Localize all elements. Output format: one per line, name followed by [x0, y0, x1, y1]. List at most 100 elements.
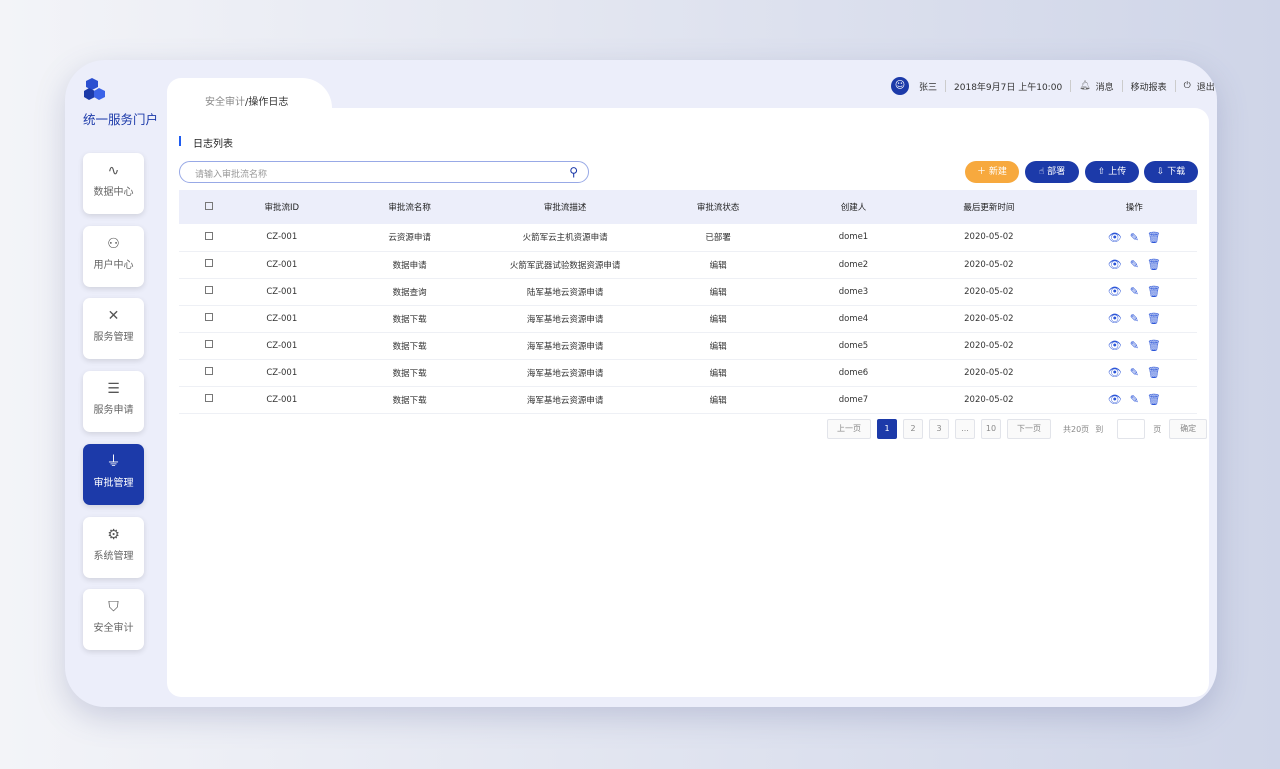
avatar-icon[interactable]: ☺: [891, 77, 909, 95]
sidebar-item-label: 审批管理: [93, 477, 134, 489]
table-cell: 编辑: [635, 278, 801, 306]
view-icon[interactable]: 👁︎: [1107, 339, 1122, 352]
sidebar-item-3[interactable]: ☰ 服务申请: [83, 371, 144, 433]
confirm-button[interactable]: 确定: [1169, 419, 1208, 439]
actions-cell: 👁︎ ✎ 🗑︎: [1071, 278, 1197, 306]
messages-link[interactable]: 消息: [1095, 82, 1114, 93]
sidebar-item-5[interactable]: ⚙ 系统管理: [83, 516, 144, 578]
prev-page-button[interactable]: 上一页: [827, 419, 871, 439]
actions-cell: 👁︎ ✎ 🗑︎: [1071, 251, 1197, 279]
bell-icon[interactable]: 🔔︎: [1079, 81, 1091, 91]
table-cell: 数据查询: [324, 278, 495, 306]
table-cell: 数据下载: [324, 386, 495, 414]
edit-icon[interactable]: ✎: [1129, 230, 1139, 244]
column-header: 审批流描述: [494, 190, 636, 224]
edit-icon[interactable]: ✎: [1129, 366, 1139, 379]
delete-icon[interactable]: 🗑︎: [1146, 230, 1161, 244]
row-checkbox-cell: [179, 224, 240, 252]
delete-icon[interactable]: 🗑︎: [1146, 312, 1161, 325]
delete-icon[interactable]: 🗑︎: [1146, 339, 1161, 352]
table-cell: dome6: [800, 359, 907, 387]
table-cell: 2020-05-02: [906, 305, 1072, 333]
pagination: 上一页 1 2 3... 10 下一页 共20页到 页确定: [827, 419, 1213, 439]
page-button[interactable]: 10: [981, 419, 1001, 439]
stamp-icon: ⏚: [106, 453, 121, 470]
row-checkbox[interactable]: [205, 286, 214, 294]
edit-icon[interactable]: ✎: [1129, 312, 1139, 325]
table-row: CZ-001 数据下载 海军基地云资源申请 编辑 dome4 2020-05-02 👁︎ ✎ 🗑…: [179, 305, 1197, 333]
row-checkbox-cell: [179, 278, 240, 306]
view-icon[interactable]: 👁︎: [1107, 285, 1122, 298]
table-cell: 2020-05-02: [906, 359, 1072, 387]
row-checkbox[interactable]: [205, 367, 214, 375]
row-checkbox[interactable]: [205, 259, 214, 267]
table-cell: 2020-05-02: [906, 278, 1072, 306]
edit-icon[interactable]: ✎: [1129, 339, 1139, 352]
gear-icon: ⚙: [107, 526, 120, 543]
mobile-report-link[interactable]: 移动报表: [1130, 82, 1167, 93]
power-icon[interactable]: ⏻: [1183, 81, 1191, 91]
delete-icon[interactable]: 🗑︎: [1146, 285, 1161, 298]
view-icon[interactable]: 👁︎: [1107, 258, 1122, 271]
sidebar-item-4[interactable]: ⏚ 审批管理: [83, 443, 144, 505]
sidebar-item-1[interactable]: ⚇ 用户中心: [83, 225, 144, 287]
page-button[interactable]: 1: [877, 419, 897, 439]
table-cell: CZ-001: [239, 224, 325, 252]
download-button[interactable]: ⇩ 下载: [1144, 161, 1198, 183]
deploy-button[interactable]: ☝ 部署: [1025, 161, 1079, 183]
actions-cell: 👁︎ ✎ 🗑︎: [1071, 332, 1197, 360]
table-row: CZ-001 数据下载 海军基地云资源申请 编辑 dome5 2020-05-02 👁︎ ✎ 🗑…: [179, 332, 1197, 360]
row-checkbox[interactable]: [205, 394, 214, 402]
table-row: CZ-001 数据下载 海军基地云资源申请 编辑 dome6 2020-05-02 👁︎ ✎ 🗑…: [179, 359, 1197, 387]
edit-icon[interactable]: ✎: [1129, 285, 1139, 298]
delete-icon[interactable]: 🗑︎: [1146, 258, 1161, 271]
page-button[interactable]: 2: [903, 419, 923, 439]
edit-icon[interactable]: ✎: [1129, 393, 1139, 406]
user-name[interactable]: 张三: [919, 82, 938, 93]
table-cell: dome7: [800, 386, 907, 414]
table-cell: 数据下载: [324, 332, 495, 360]
table-cell: CZ-001: [239, 359, 325, 387]
table-cell: 数据下载: [324, 305, 495, 333]
delete-icon[interactable]: 🗑︎: [1146, 366, 1161, 379]
view-icon[interactable]: 👁︎: [1107, 366, 1122, 379]
table-cell: 海军基地云资源申请: [494, 359, 636, 387]
table-cell: 数据下载: [324, 359, 495, 387]
table-cell: 海军基地云资源申请: [494, 332, 636, 360]
search-icon[interactable]: ⚲: [569, 165, 578, 179]
form-icon: ☰: [107, 381, 120, 398]
search-input[interactable]: 请输入审批流名称 ⚲: [179, 161, 589, 183]
sidebar-item-label: 系统管理: [93, 550, 134, 562]
goto-label: 到: [1095, 424, 1104, 434]
sidebar-item-label: 安全审计: [93, 623, 134, 635]
goto-page-input[interactable]: [1117, 419, 1146, 439]
upload-button[interactable]: ⇧ 上传: [1085, 161, 1139, 183]
page-button[interactable]: ...: [955, 419, 975, 439]
logout-link[interactable]: 退出: [1196, 82, 1215, 93]
sidebar-item-0[interactable]: ∿ 数据中心: [83, 153, 144, 214]
table-row: CZ-001 云资源申请 火箭军云主机资源申请 已部署 dome1 2020-05-02 👁…: [179, 224, 1197, 252]
actions-cell: 👁︎ ✎ 🗑︎: [1071, 305, 1197, 333]
page-button[interactable]: 3: [929, 419, 949, 439]
sidebar-item-2[interactable]: ✕ 服务管理: [83, 298, 144, 360]
breadcrumb-parent[interactable]: 安全审计: [205, 97, 245, 108]
row-checkbox[interactable]: [205, 231, 214, 240]
table-row: CZ-001 数据下载 海军基地云资源申请 编辑 dome7 2020-05-02 👁︎ ✎ 🗑…: [179, 386, 1197, 414]
table-cell: 2020-05-02: [906, 386, 1072, 414]
new-button[interactable]: ＋ 新建: [965, 161, 1019, 183]
delete-icon[interactable]: 🗑︎: [1146, 393, 1161, 406]
select-all-checkbox[interactable]: [205, 201, 214, 210]
sidebar-item-6[interactable]: ⛉ 安全审计: [83, 589, 144, 651]
view-icon[interactable]: 👁︎: [1107, 312, 1122, 325]
column-header: 操作: [1071, 190, 1197, 224]
column-header: 审批流ID: [239, 190, 325, 224]
edit-icon[interactable]: ✎: [1129, 258, 1139, 271]
next-page-button[interactable]: 下一页: [1007, 419, 1051, 439]
row-checkbox[interactable]: [205, 313, 214, 321]
view-icon[interactable]: 👁︎: [1107, 393, 1122, 406]
view-icon[interactable]: 👁︎: [1107, 230, 1122, 244]
table-cell: 数据申请: [324, 251, 495, 279]
table-cell: 陆军基地云资源申请: [494, 278, 636, 306]
table-cell: 云资源申请: [324, 224, 495, 252]
row-checkbox[interactable]: [205, 340, 214, 348]
